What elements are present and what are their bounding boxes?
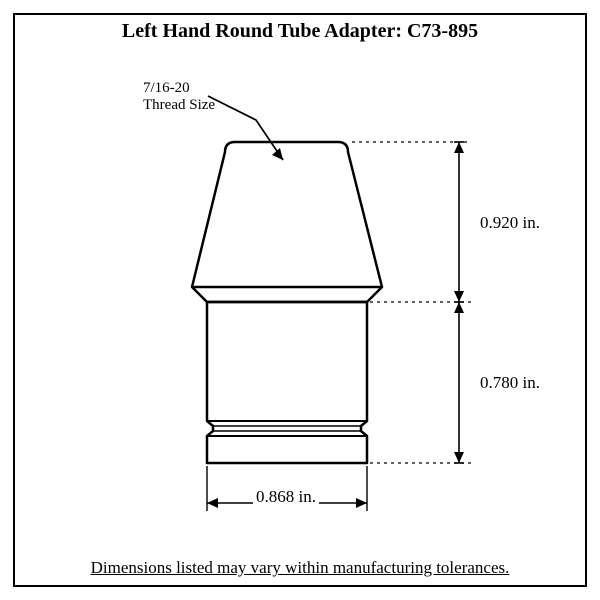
dim-width-label: 0.868 in. xyxy=(253,487,319,507)
hdim-arrow-right xyxy=(356,498,367,508)
technical-drawing xyxy=(0,0,600,600)
dim-upper-label: 0.920 in. xyxy=(480,213,540,233)
thread-label-line1: 7/16-20 xyxy=(143,80,215,97)
thread-label-line2: Thread Size xyxy=(143,97,215,114)
footnote: Dimensions listed may vary within manufa… xyxy=(0,558,600,578)
dim-lower-label: 0.780 in. xyxy=(480,373,540,393)
part-upper xyxy=(192,142,382,302)
vdim-arrow-bot xyxy=(454,452,464,463)
thread-label: 7/16-20 Thread Size xyxy=(143,80,215,115)
part-lower xyxy=(207,302,367,463)
diagram-container: Left Hand Round Tube Adapter: C73-895 xyxy=(0,0,600,600)
vdim-arrow-top xyxy=(454,142,464,153)
hdim-arrow-left xyxy=(207,498,218,508)
vdim-arrow-mid-up xyxy=(454,291,464,302)
vdim-arrow-mid-down xyxy=(454,302,464,313)
